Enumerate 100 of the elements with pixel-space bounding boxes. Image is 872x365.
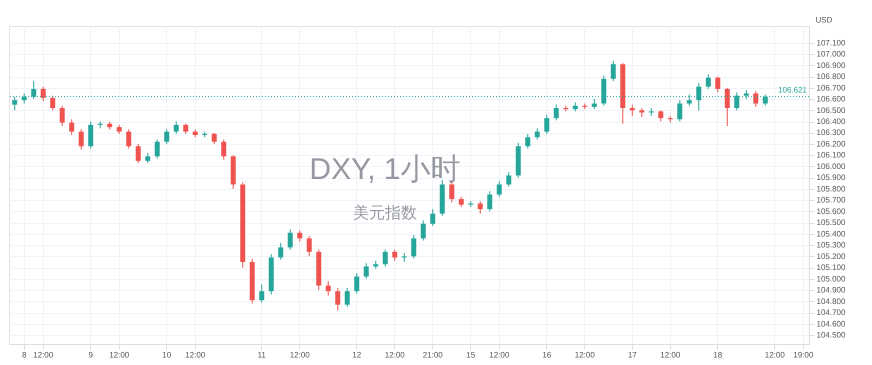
candlestick: [335, 287, 340, 311]
x-tick-label: 19:00: [793, 350, 814, 360]
candlestick: [221, 138, 226, 160]
candlestick: [154, 138, 160, 160]
y-tick-label: 106.700: [816, 83, 846, 92]
candlestick: [554, 104, 559, 121]
candlestick: [592, 98, 597, 110]
candlestick: [212, 132, 217, 144]
candlestick: [392, 249, 398, 262]
candlestick: [706, 74, 711, 90]
candlestick: [364, 262, 369, 280]
y-tick-label: 105.000: [816, 274, 846, 284]
x-tick-label: 12: [352, 350, 362, 360]
candlestick: [69, 118, 74, 136]
y-tick-label: 104.800: [816, 296, 846, 306]
y-tick-label: 107.100: [816, 38, 846, 48]
y-tick-label: 105.600: [816, 206, 846, 216]
y-tick-label: 106.300: [816, 128, 846, 138]
candlestick: [478, 200, 483, 214]
candlestick: [534, 128, 540, 140]
candlestick: [506, 172, 512, 188]
y-tick-label: 105.300: [816, 240, 846, 250]
candlestick: [420, 220, 426, 242]
candlestick: [487, 190, 492, 212]
x-tick-label: 12:00: [109, 350, 130, 360]
candlestick: [183, 123, 188, 134]
y-axis-title: USD: [816, 16, 833, 24]
candlestick: [306, 236, 312, 257]
candlestick: [630, 104, 635, 116]
text: DXY, 1小时: [309, 153, 461, 186]
x-tick-label: 12:00: [764, 350, 786, 360]
candlestick: [525, 133, 530, 149]
ref-line-label: 106.621: [778, 86, 808, 95]
candlestick: [496, 180, 502, 198]
candlestick: [658, 110, 664, 122]
y-tick-label: 106.000: [816, 162, 846, 171]
x-tick-label: 15: [466, 350, 476, 360]
x-tick-label: 18: [713, 350, 723, 360]
candlestick: [40, 86, 46, 102]
y-tick-label: 106.800: [816, 72, 846, 82]
x-tick-label: 12:00: [660, 350, 681, 360]
x-tick-label: 9: [88, 350, 94, 360]
y-tick-label: 105.900: [816, 173, 846, 182]
candlestick: [164, 128, 170, 144]
y-tick-label: 104.600: [816, 319, 846, 328]
candlestick: [724, 87, 730, 127]
candlestick: [12, 96, 18, 111]
y-tick-label: 104.500: [816, 330, 846, 340]
candlestick: [648, 108, 654, 116]
text: 美元指数: [353, 204, 417, 222]
candlestick: [354, 272, 360, 294]
y-tick-label: 105.700: [816, 196, 846, 205]
y-tick-label: 106.200: [816, 139, 846, 148]
candlestick: [278, 242, 284, 260]
y-tick-label: 106.900: [816, 60, 846, 70]
candlestick: [145, 152, 150, 164]
candlestick: [411, 234, 416, 260]
x-tick-label: 12:00: [489, 350, 510, 360]
y-tick-label: 104.900: [816, 286, 846, 295]
candlestick: [544, 114, 550, 134]
y-tick-label: 106.600: [816, 94, 846, 104]
x-tick-label: 12:00: [33, 350, 54, 360]
y-tick-label: 105.200: [816, 252, 846, 261]
candlestick: [288, 228, 293, 250]
y-tick-label: 105.500: [816, 218, 846, 228]
x-tick-label: 10: [162, 350, 172, 360]
candlestick: [136, 143, 141, 164]
candlestick: [259, 284, 264, 303]
y-tick-label: 104.700: [816, 308, 846, 318]
candlestick: [344, 287, 350, 308]
x-tick-label: 17: [628, 350, 638, 360]
x-tick-label: 12:00: [384, 350, 406, 360]
candlestick: [326, 280, 331, 296]
candlestick: [610, 60, 616, 82]
y-tick-label: 107.000: [816, 50, 846, 59]
y-tick-label: 106.100: [816, 150, 846, 160]
x-tick-label: 11: [258, 350, 266, 360]
candlestick: [677, 100, 682, 122]
candlestick: [60, 105, 65, 127]
candlestick: [88, 121, 94, 149]
y-tick-label: 105.100: [816, 263, 846, 272]
x-tick-label: 12:00: [574, 350, 596, 360]
candlestick: [297, 230, 302, 242]
candlestick: [382, 249, 388, 267]
y-tick-label: 106.400: [816, 117, 846, 126]
candlestick: [174, 121, 179, 134]
candlestick: [126, 128, 132, 149]
y-tick-label: 105.400: [816, 229, 846, 238]
y-tick-label: 105.800: [816, 184, 846, 194]
x-tick-label: 12:00: [290, 350, 310, 360]
x-tick-label: 21:00: [422, 350, 444, 360]
x-tick-label: 8: [22, 350, 27, 360]
candlestick: [753, 90, 758, 108]
x-tick-label: 16: [542, 350, 552, 360]
candlestick: [458, 196, 464, 208]
x-tick-label: 12:00: [185, 350, 206, 360]
candlestick: [50, 95, 56, 111]
candlestick: [430, 208, 436, 227]
y-tick-label: 106.500: [816, 106, 846, 115]
candlestick: [449, 182, 454, 203]
